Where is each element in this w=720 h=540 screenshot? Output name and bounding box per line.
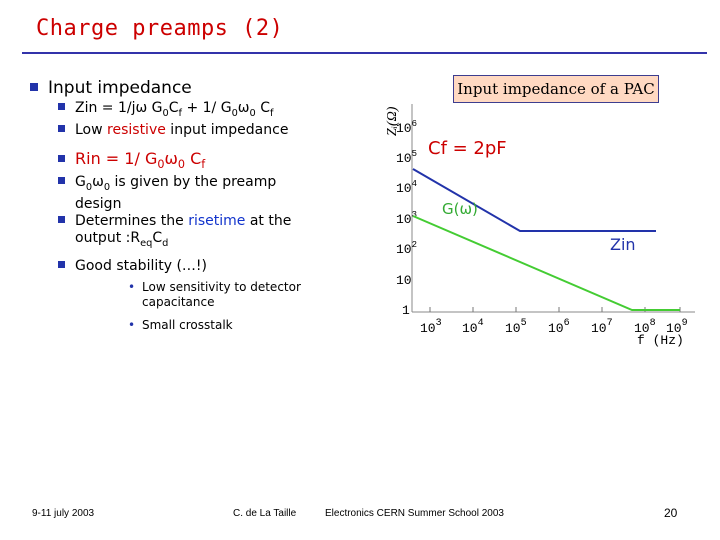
g-omega-annotation: G(ω) xyxy=(442,200,478,218)
zin-curve xyxy=(412,168,656,232)
figure-caption: Input impedance of a PAC xyxy=(453,75,659,103)
square-bullet-icon xyxy=(58,216,65,223)
page-number: 20 xyxy=(664,506,678,520)
x-tick-label: 106 xyxy=(548,318,570,336)
x-tick-label: 103 xyxy=(420,318,442,336)
y-tick-label: 103 xyxy=(396,210,417,227)
impedance-plot: Zᵢ(Ω) 106 105 104 103 102 10 1 103 104 1… xyxy=(385,104,695,348)
sub-sub-bullet-label: Low sensitivity to detector capacitance xyxy=(142,280,301,309)
y-tick-label: 106 xyxy=(396,119,417,136)
dot-bullet-icon: • xyxy=(128,280,136,294)
square-bullet-icon xyxy=(58,103,65,110)
y-tick-label: 102 xyxy=(396,240,417,257)
x-axis-label: f (Hz) xyxy=(637,333,684,348)
x-tick-label: 107 xyxy=(591,318,613,336)
square-bullet-icon xyxy=(58,155,65,162)
zin-annotation: Zin xyxy=(610,235,636,254)
sub-bullet: Zin = 1/jω G0Cf + 1/ G0ω0 Cf xyxy=(58,100,375,122)
sub-bullet-label: Rin = 1/ G0ω0 Cf xyxy=(75,149,206,172)
g-omega-curve xyxy=(412,215,680,311)
square-bullet-icon xyxy=(58,261,65,268)
square-bullet-icon xyxy=(58,177,65,184)
x-tick-label: 105 xyxy=(505,318,527,336)
y-tick-label: 105 xyxy=(396,149,417,166)
sub-bullet-label: Low resistive input impedance xyxy=(75,122,289,138)
x-tick-label: 104 xyxy=(462,318,484,336)
sub-bullet-label: Zin = 1/jω G0Cf + 1/ G0ω0 Cf xyxy=(75,100,274,119)
sub-bullet-label: Good stability (…!) xyxy=(75,258,207,274)
sub-bullet: Rin = 1/ G0ω0 Cf xyxy=(58,150,375,173)
main-bullet-label: Input impedance xyxy=(48,78,192,98)
sub-bullet: Low resistive input impedance xyxy=(58,122,375,139)
footer-date: 9-11 july 2003 xyxy=(32,508,95,519)
y-tick-label: 1 xyxy=(402,303,410,318)
sub-bullet: Good stability (…!) xyxy=(58,258,375,275)
sub-bullet: G0ω0 is given by the preamp design xyxy=(58,174,290,213)
sub-bullet-label: Determines the risetime at the output :R… xyxy=(75,213,292,249)
y-tick-label: 104 xyxy=(396,179,417,196)
square-bullet-icon xyxy=(58,125,65,132)
sub-sub-bullet: • Small crosstalk xyxy=(128,318,233,333)
cf-annotation: Cf = 2pF xyxy=(428,138,507,159)
title-divider xyxy=(22,52,707,54)
square-bullet-icon xyxy=(30,83,38,91)
sub-sub-bullet: • Low sensitivity to detector capacitance xyxy=(128,280,327,310)
slide-title: Charge preamps (2) xyxy=(36,16,284,41)
main-bullet: Input impedance xyxy=(30,78,192,98)
footer-author: C. de La Taille xyxy=(233,508,297,519)
x-tick-label: 108 xyxy=(634,318,656,336)
y-axis-label: Zᵢ(Ω) xyxy=(385,106,400,136)
plot-area xyxy=(412,104,695,339)
sub-bullet: Determines the risetime at the output :R… xyxy=(58,213,320,252)
x-tick-label: 109 xyxy=(666,318,688,336)
footer-event: Electronics CERN Summer School 2003 xyxy=(325,508,504,519)
sub-sub-bullet-label: Small crosstalk xyxy=(142,318,233,332)
dot-bullet-icon: • xyxy=(128,318,136,332)
sub-bullet-label: G0ω0 is given by the preamp design xyxy=(75,174,277,212)
y-tick-label: 10 xyxy=(396,273,412,288)
